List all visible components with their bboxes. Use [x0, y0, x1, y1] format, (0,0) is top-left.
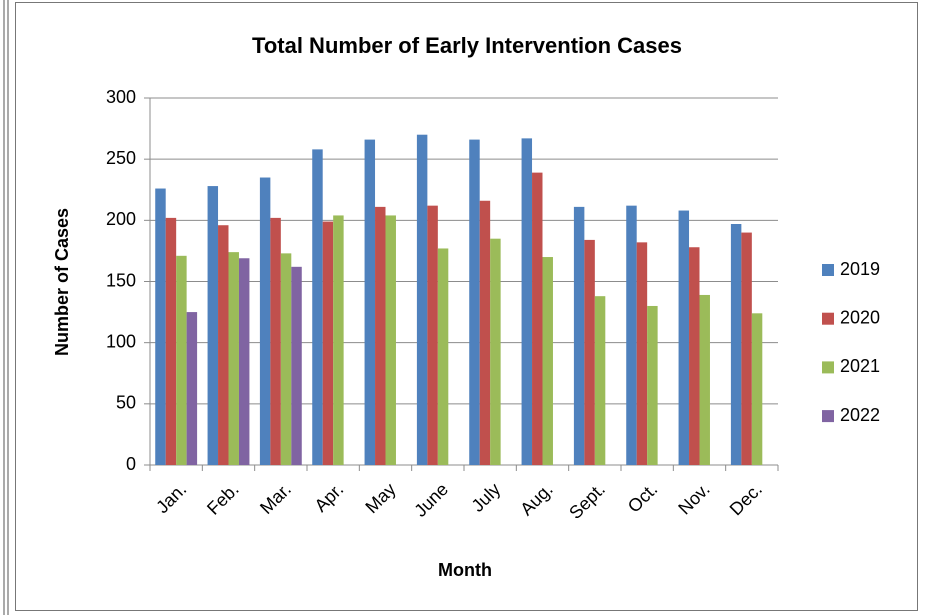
- bar: [270, 217, 281, 465]
- bar: [165, 217, 177, 465]
- bar: [689, 247, 700, 465]
- y-tick-label: 0: [126, 454, 136, 474]
- bar: [176, 255, 187, 465]
- bar: [469, 139, 480, 466]
- bar: [259, 177, 271, 465]
- bar: [218, 225, 229, 465]
- bar: [584, 239, 595, 465]
- bar: [479, 200, 491, 465]
- bar: [364, 139, 376, 466]
- legend-label: 2022: [840, 405, 880, 425]
- bar: [532, 172, 543, 465]
- bar: [155, 188, 166, 465]
- bar: [280, 253, 292, 465]
- bar: [741, 232, 752, 465]
- bar: [228, 252, 239, 465]
- y-axis-label: Number of Cases: [52, 208, 72, 356]
- bar: [375, 206, 386, 466]
- bar: [385, 215, 396, 465]
- bar: [437, 248, 449, 465]
- chart-title: Total Number of Early Intervention Cases: [252, 33, 682, 58]
- bar: [322, 221, 334, 465]
- legend-swatch: [822, 312, 834, 325]
- bar: [207, 186, 219, 465]
- y-tick-label: 50: [116, 393, 136, 413]
- y-tick-label: 100: [106, 331, 136, 351]
- legend-label: 2019: [840, 259, 880, 279]
- bar: [751, 313, 763, 465]
- y-tick-label: 200: [106, 209, 136, 229]
- legend-label: 2021: [840, 356, 880, 376]
- y-tick-label: 250: [106, 148, 136, 168]
- bar: [647, 305, 658, 465]
- bar: [416, 134, 428, 465]
- bar: [291, 266, 302, 465]
- bar: [626, 205, 637, 466]
- legend-label: 2020: [840, 307, 880, 327]
- legend-swatch: [822, 410, 834, 423]
- bar: [521, 138, 533, 465]
- bar: [333, 215, 344, 465]
- legend-swatch: [822, 264, 834, 276]
- bar: [312, 149, 323, 465]
- y-tick-label: 300: [106, 87, 136, 107]
- bar: [542, 257, 553, 465]
- legend-swatch: [822, 361, 834, 374]
- chart-border: [15, 2, 918, 611]
- bar: [238, 258, 250, 465]
- bar: [490, 238, 501, 465]
- bar: [678, 210, 690, 465]
- x-axis-label: Month: [438, 560, 492, 580]
- bar: [594, 296, 606, 465]
- bar: [699, 294, 710, 465]
- bar: [427, 205, 438, 466]
- bar: [573, 206, 585, 466]
- bar: [636, 242, 648, 465]
- bar: [186, 312, 198, 465]
- bar: [730, 224, 742, 465]
- y-tick-label: 150: [106, 270, 136, 290]
